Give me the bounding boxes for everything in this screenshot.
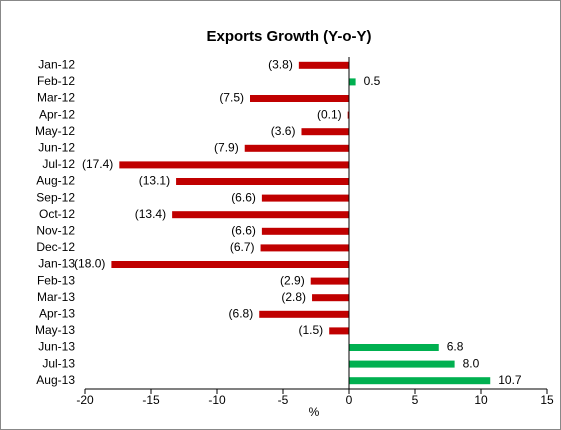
bar [176,178,349,185]
bar [244,144,349,152]
y-tick-label: Apr-13 [39,306,75,320]
bar [310,277,349,285]
y-tick-label: May-12 [35,124,75,138]
bar [349,377,491,385]
value-label: (3.6) [271,124,296,138]
value-label: (7.5) [219,91,244,105]
bar [261,227,349,235]
value-label: (13.4) [135,207,166,221]
bar [349,344,439,351]
chart-title: Exports Growth (Y-o-Y) [207,28,372,45]
x-tick-label: -10 [208,393,226,407]
bar [260,244,349,252]
bar [329,327,349,335]
value-label: 8.0 [463,356,480,370]
y-tick-label: Sep-12 [36,190,75,204]
value-label: (0.1) [317,107,342,121]
value-label: 6.8 [447,340,464,354]
value-label: (18.0) [74,257,105,271]
y-tick-label: Mar-12 [37,91,75,105]
x-tick-label: -15 [142,393,160,407]
value-label: (2.9) [280,273,305,287]
value-label: (17.4) [82,157,113,171]
bar [301,128,349,136]
value-label: 0.5 [364,74,381,88]
bar [298,61,349,69]
x-tick-label: -20 [76,393,94,407]
y-tick-label: Feb-13 [37,273,75,287]
y-tick-label: Apr-12 [39,107,75,121]
y-tick-label: Nov-12 [36,223,75,237]
x-tick-label: 0 [346,393,353,407]
value-label: (7.9) [214,140,239,154]
value-label: (6.8) [229,306,254,320]
x-tick-label: 10 [474,393,488,407]
y-tick-label: Jul-12 [42,157,75,171]
y-tick-label: Jan-12 [38,57,75,71]
bar [119,161,349,169]
y-tick-label: Oct-12 [39,207,75,221]
value-label: 10.7 [498,373,522,387]
value-label: (6.6) [231,223,256,237]
y-tick-label: Feb-12 [37,74,75,88]
x-tick-label: 5 [412,393,419,407]
value-label: (3.8) [268,57,293,71]
bar [172,211,349,219]
bar [312,294,349,302]
y-tick-label: Jan-13 [38,257,75,271]
bar [347,111,349,119]
bar [349,360,455,368]
y-tick-label: Jun-13 [38,340,75,354]
y-tick-label: May-13 [35,323,75,337]
x-tick-label: 15 [540,393,554,407]
bar [261,194,349,202]
y-tick-label: Jun-12 [38,140,75,154]
y-tick-label: Jul-13 [42,356,75,370]
y-tick-label: Aug-12 [36,174,75,188]
y-tick-label: Dec-12 [36,240,75,254]
value-label: (1.5) [299,323,324,337]
y-tick-label: Mar-13 [37,290,75,304]
y-tick-label: Aug-13 [36,373,75,387]
bar [250,95,349,102]
value-label: (6.7) [230,240,255,254]
value-label: (13.1) [139,174,170,188]
bar [349,78,356,86]
bar [259,310,349,318]
x-tick-label: -5 [278,393,289,407]
value-label: (2.8) [281,290,306,304]
x-axis-label: % [309,405,320,419]
value-label: (6.6) [231,190,256,204]
bar [111,261,350,268]
